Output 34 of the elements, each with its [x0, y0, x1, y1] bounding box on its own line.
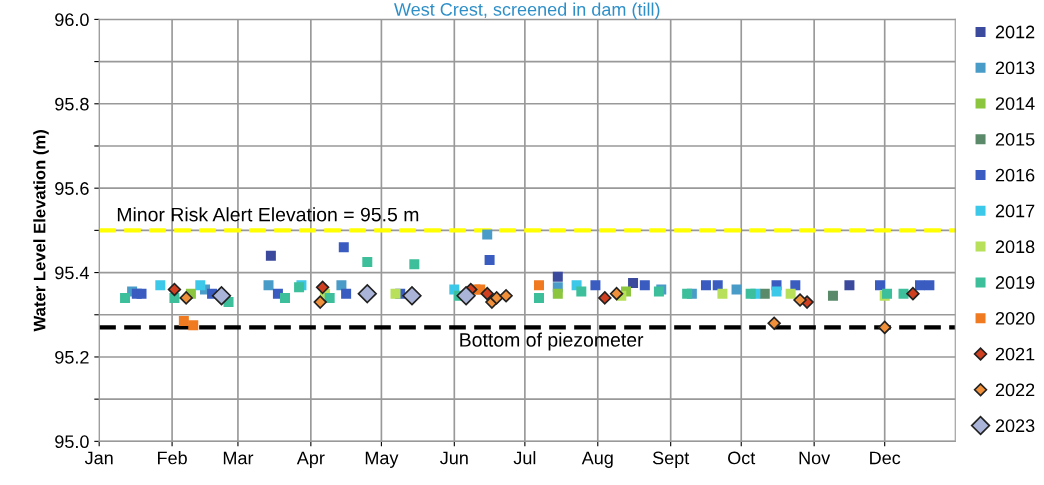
- x-tick-label: Dec: [870, 451, 901, 465]
- x-tick-label: May: [365, 451, 399, 468]
- legend-label: 2016: [995, 168, 1035, 182]
- x-tick-label: Jan: [84, 451, 113, 465]
- ref-line-label: Bottom of piezometer: [460, 332, 644, 351]
- y-tick-label: 95.0: [55, 435, 89, 449]
- x-tick-label: Oct: [728, 451, 756, 465]
- x-tick-label: Aug: [581, 451, 613, 468]
- chart-title: West Crest, screened in dam (till): [394, 2, 660, 20]
- x-tick-label: Apr: [296, 451, 325, 468]
- ref-line-label: Minor Risk Alert Elevation = 95.5 m: [117, 207, 419, 222]
- y-tick-label: 95.2: [55, 350, 89, 364]
- y-tick-label: 95.8: [55, 97, 89, 111]
- y-tick-label: 95.6: [55, 182, 89, 195]
- x-tick-label: Feb: [158, 451, 187, 465]
- y-axis-title: Water Level Elevation (m): [33, 130, 49, 332]
- x-tick-label: Jun: [440, 451, 468, 465]
- legend-label: 2014: [995, 97, 1035, 110]
- legend-label: 2023: [995, 419, 1035, 433]
- legend-label: 2018: [995, 240, 1035, 254]
- legend-label: 2017: [995, 204, 1035, 218]
- x-tick-label: Sept: [652, 451, 690, 468]
- legend-label: 2022: [995, 383, 1035, 397]
- legend-label: 2020: [995, 311, 1035, 325]
- legend-label: 2019: [995, 276, 1035, 289]
- legend-label: 2021: [995, 347, 1035, 361]
- y-tick-label: 95.4: [55, 266, 89, 280]
- legend-label: 2013: [995, 61, 1035, 75]
- legend-label: 2012: [995, 25, 1035, 39]
- x-tick-label: Jul: [513, 451, 536, 465]
- legend-label: 2015: [995, 132, 1035, 146]
- x-tick-label: Nov: [799, 451, 831, 465]
- y-tick-label: 96.0: [55, 13, 89, 27]
- x-tick-label: Mar: [223, 451, 254, 465]
